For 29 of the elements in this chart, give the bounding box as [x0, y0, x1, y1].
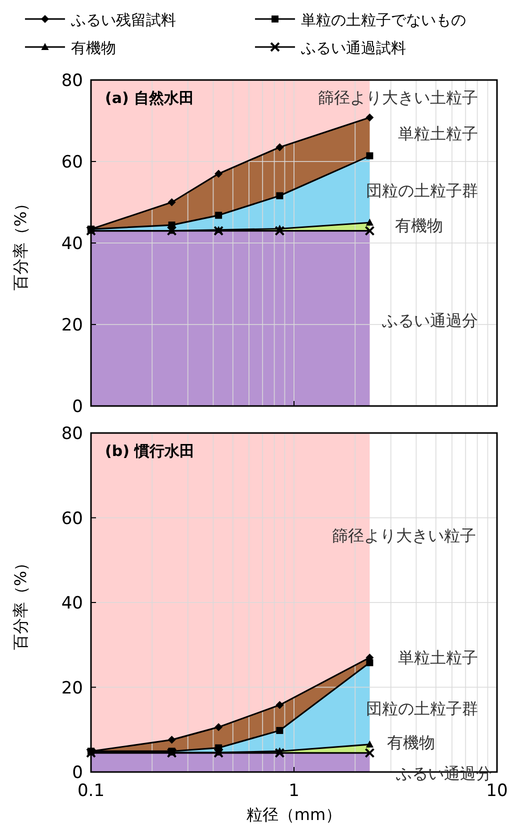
- y-tick-label: 80: [61, 71, 83, 91]
- y-tick-label: 60: [61, 152, 83, 172]
- legend-label: 単粒の土粒子でないもの: [301, 11, 466, 29]
- annotation: 単粒土粒子: [398, 124, 478, 143]
- y-tick-label: 0: [72, 397, 83, 417]
- annotation: 単粒土粒子: [398, 648, 478, 667]
- x-tick-label: 0.1: [77, 781, 105, 801]
- x-tick-label: 1: [288, 781, 300, 801]
- annotation: 篩径より大きい粒子: [332, 526, 476, 545]
- text: (b) 慣行水田: [105, 442, 195, 460]
- y-axis-title: 百分率（%）: [11, 195, 30, 291]
- y-tick-label: 20: [61, 678, 83, 698]
- annotation: 篩径より大きい土粒子: [318, 88, 478, 107]
- y-tick-label: 0: [72, 763, 83, 783]
- y-tick-label: 60: [61, 508, 83, 529]
- y-tick-label: 40: [61, 234, 83, 254]
- annotation: 有機物: [395, 216, 443, 235]
- legend-label: ふるい通過試料: [300, 39, 406, 57]
- legend-label: 有機物: [71, 39, 116, 57]
- annotation: ふるい通過分: [381, 311, 478, 330]
- x-tick-label: 10: [486, 781, 508, 801]
- text: (a) 自然水田: [105, 89, 194, 107]
- x-axis-title: 粒径（mm）: [246, 805, 342, 824]
- legend-label: ふるい残留試料: [70, 11, 176, 29]
- y-axis-title: 百分率（%）: [11, 554, 30, 650]
- y-tick-label: 20: [61, 316, 83, 336]
- annotation: 有機物: [387, 733, 435, 752]
- y-tick-label: 40: [61, 594, 83, 614]
- y-tick-label: 80: [61, 424, 83, 444]
